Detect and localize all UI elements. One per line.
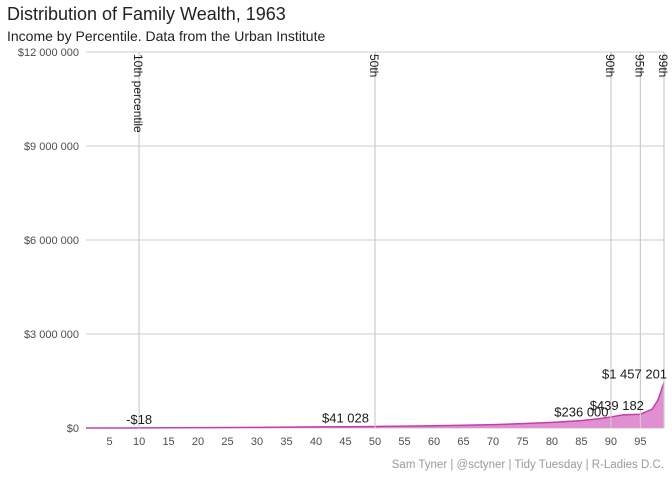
- percentile-label: 50th: [367, 54, 381, 77]
- data-label: $41 028: [322, 411, 369, 426]
- x-tick-label: 45: [339, 436, 351, 448]
- chart-caption: Sam Tyner | @sctyner | Tidy Tuesday | R-…: [391, 459, 664, 471]
- y-tick-label: $3 000 000: [24, 329, 79, 341]
- x-tick-label: 20: [192, 436, 204, 448]
- percentile-label: 99th: [656, 54, 670, 77]
- y-tick-label: $9 000 000: [24, 141, 79, 153]
- data-labels: -$18 $41 028 $236 000$439 182 $1 457 201: [126, 366, 667, 427]
- x-tick-label: 65: [457, 436, 469, 448]
- y-axis: $0 $3 000 000 $6 000 000 $9 000 000 $12 000 …: [18, 47, 79, 435]
- x-tick-label: 85: [575, 436, 587, 448]
- data-label: $236 000: [554, 405, 608, 420]
- x-tick-label: 10: [133, 436, 145, 448]
- data-label: -$18: [126, 412, 152, 427]
- chart-subtitle: Income by Percentile. Data from the Urba…: [7, 28, 326, 44]
- x-tick-label: 60: [428, 436, 440, 448]
- y-tick-label: $12 000 000: [18, 47, 79, 59]
- x-tick-label: 80: [546, 436, 558, 448]
- percentile-label: 10th percentile: [131, 54, 145, 133]
- percentile-label: 90th: [603, 54, 617, 77]
- x-tick-label: 75: [516, 436, 528, 448]
- series-area: [86, 382, 664, 428]
- y-tick-label: $0: [67, 423, 79, 435]
- chart-title: Distribution of Family Wealth, 1963: [7, 4, 286, 24]
- series-line: [86, 382, 665, 429]
- x-tick-label: 30: [251, 436, 263, 448]
- x-tick-label: 15: [162, 436, 174, 448]
- x-axis: 5 10 15 20 25 30 35 40 45 50 55 60 65 70 75 80 85 90 95: [107, 436, 647, 448]
- x-tick-label: 50: [369, 436, 381, 448]
- data-label: $439 182: [590, 398, 644, 413]
- x-tick-label: 95: [634, 436, 646, 448]
- x-tick-label: 90: [605, 436, 617, 448]
- y-tick-label: $6 000 000: [24, 235, 79, 247]
- x-tick-label: 25: [221, 436, 233, 448]
- x-tick-label: 70: [487, 436, 499, 448]
- x-tick-label: 35: [280, 436, 292, 448]
- data-label: $1 457 201: [602, 366, 667, 381]
- x-tick-label: 5: [107, 436, 113, 448]
- percentile-label: 95th: [632, 54, 646, 77]
- x-tick-label: 40: [310, 436, 322, 448]
- series-layer: [86, 382, 665, 429]
- x-tick-label: 55: [398, 436, 410, 448]
- percentile-markers: 10th percentile 50th 90th 95th 99th: [131, 52, 670, 428]
